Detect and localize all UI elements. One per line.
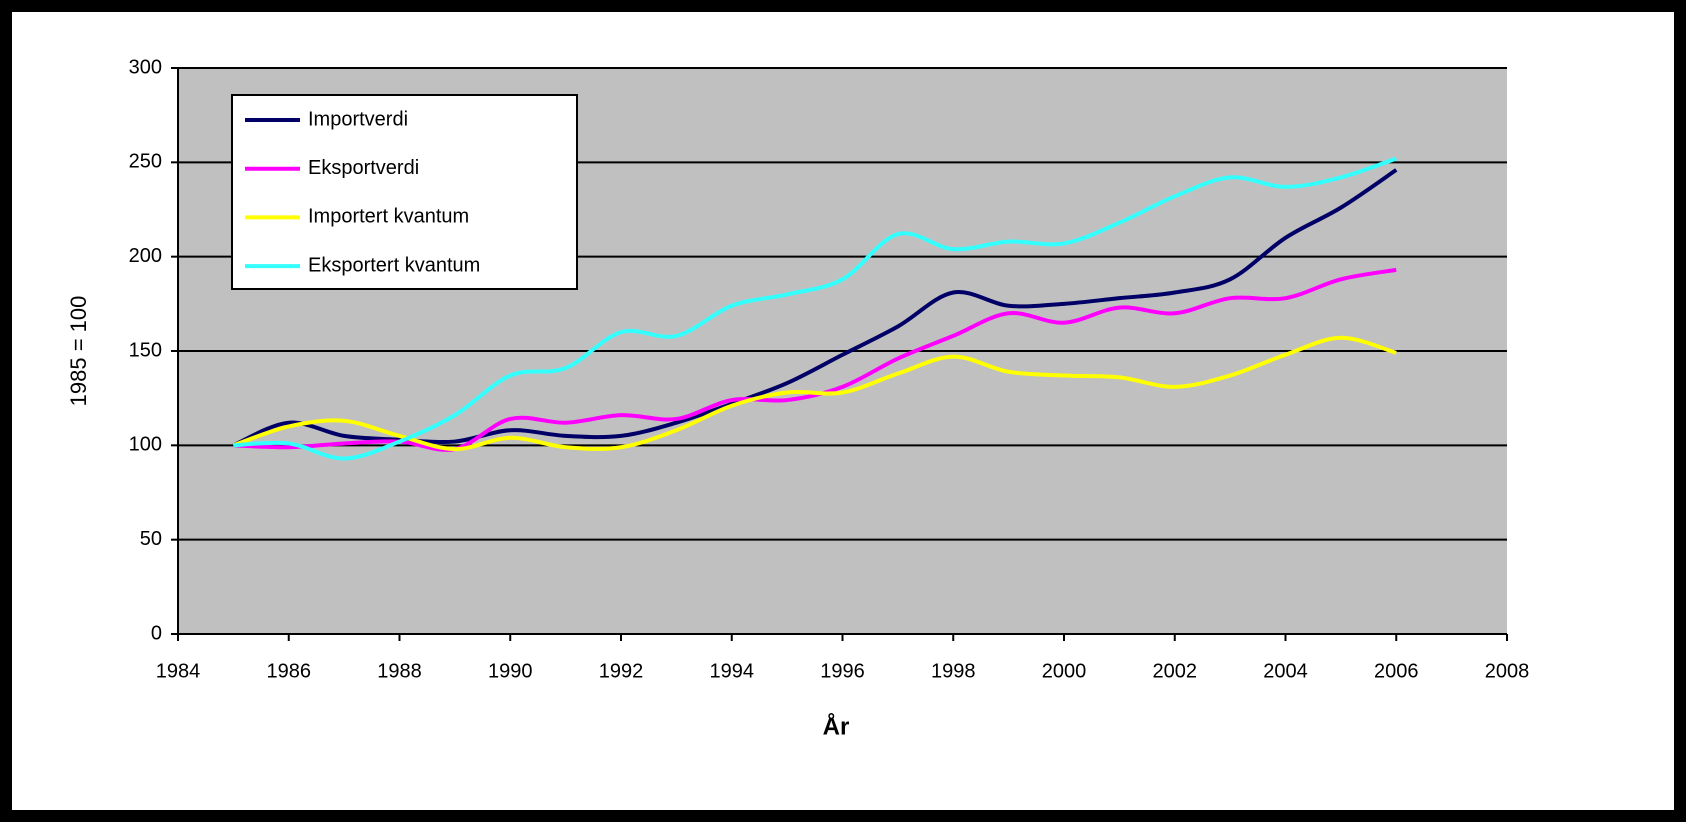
x-axis-label: År bbox=[823, 712, 850, 740]
legend-label: Importert kvantum bbox=[308, 206, 469, 228]
series-line bbox=[233, 156, 1397, 461]
x-tick-label: 2002 bbox=[1153, 660, 1198, 682]
legend-label: Eksportert kvantum bbox=[308, 254, 480, 276]
legend-box bbox=[231, 94, 578, 290]
legend-label: Importverdi bbox=[308, 108, 408, 130]
x-tick-label: 1986 bbox=[267, 660, 312, 682]
y-tick-label: 250 bbox=[129, 151, 162, 173]
series-line bbox=[232, 168, 1398, 448]
x-tick-label: 1984 bbox=[156, 660, 201, 682]
series-line bbox=[233, 267, 1397, 452]
y-axis-label: 1985 = 100 bbox=[66, 296, 91, 407]
legend-label: Eksportverdi bbox=[308, 157, 419, 179]
x-tick-label: 2004 bbox=[1263, 660, 1308, 682]
series-line bbox=[232, 335, 1397, 452]
x-tick-label: 1996 bbox=[820, 660, 865, 682]
x-tick-label: 1994 bbox=[710, 660, 755, 682]
x-tick-label: 1988 bbox=[377, 660, 422, 682]
x-tick-label: 1990 bbox=[488, 660, 533, 682]
x-tick-label: 1992 bbox=[599, 660, 644, 682]
x-tick-label: 2000 bbox=[1042, 660, 1087, 682]
y-tick-label: 50 bbox=[140, 528, 162, 550]
y-tick-label: 200 bbox=[129, 245, 162, 267]
y-tick-label: 100 bbox=[129, 434, 162, 456]
y-tick-label: 150 bbox=[129, 339, 162, 361]
x-tick-label: 2008 bbox=[1485, 660, 1530, 682]
y-tick-label: 0 bbox=[151, 622, 162, 644]
x-tick-label: 2006 bbox=[1374, 660, 1419, 682]
x-tick-label: 1998 bbox=[931, 660, 976, 682]
y-tick-label: 300 bbox=[129, 56, 162, 78]
